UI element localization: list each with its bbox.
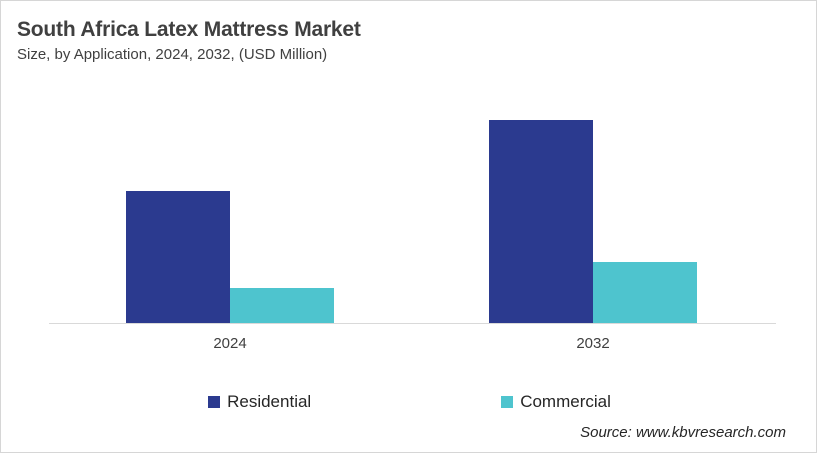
plot-area <box>1 1 816 324</box>
legend-swatch-residential <box>208 396 221 408</box>
bar-group-2032 <box>489 119 697 323</box>
legend-item-residential: Residential <box>208 392 311 412</box>
bar-group-2024 <box>126 190 334 323</box>
x-axis-line <box>49 323 776 324</box>
chart-subtitle: Size, by Application, 2024, 2032, (USD M… <box>17 46 328 63</box>
bar-residential-2032 <box>489 119 593 323</box>
bar-residential-2024 <box>126 190 230 323</box>
x-axis-label-2024: 2024 <box>213 335 247 352</box>
legend: Residential Commercial <box>1 392 816 412</box>
x-axis-labels: 2024 2032 <box>1 335 816 355</box>
source-credit: Source: www.kbvresearch.com <box>580 424 786 441</box>
legend-swatch-commercial <box>501 396 514 408</box>
bar-commercial-2024 <box>230 288 334 323</box>
legend-label-residential: Residential <box>227 392 312 411</box>
legend-item-commercial: Commercial <box>501 392 611 412</box>
legend-label-commercial: Commercial <box>520 392 611 411</box>
bar-commercial-2032 <box>593 262 697 323</box>
chart-title: South Africa Latex Mattress Market <box>17 18 361 41</box>
x-axis-label-2032: 2032 <box>576 335 610 352</box>
